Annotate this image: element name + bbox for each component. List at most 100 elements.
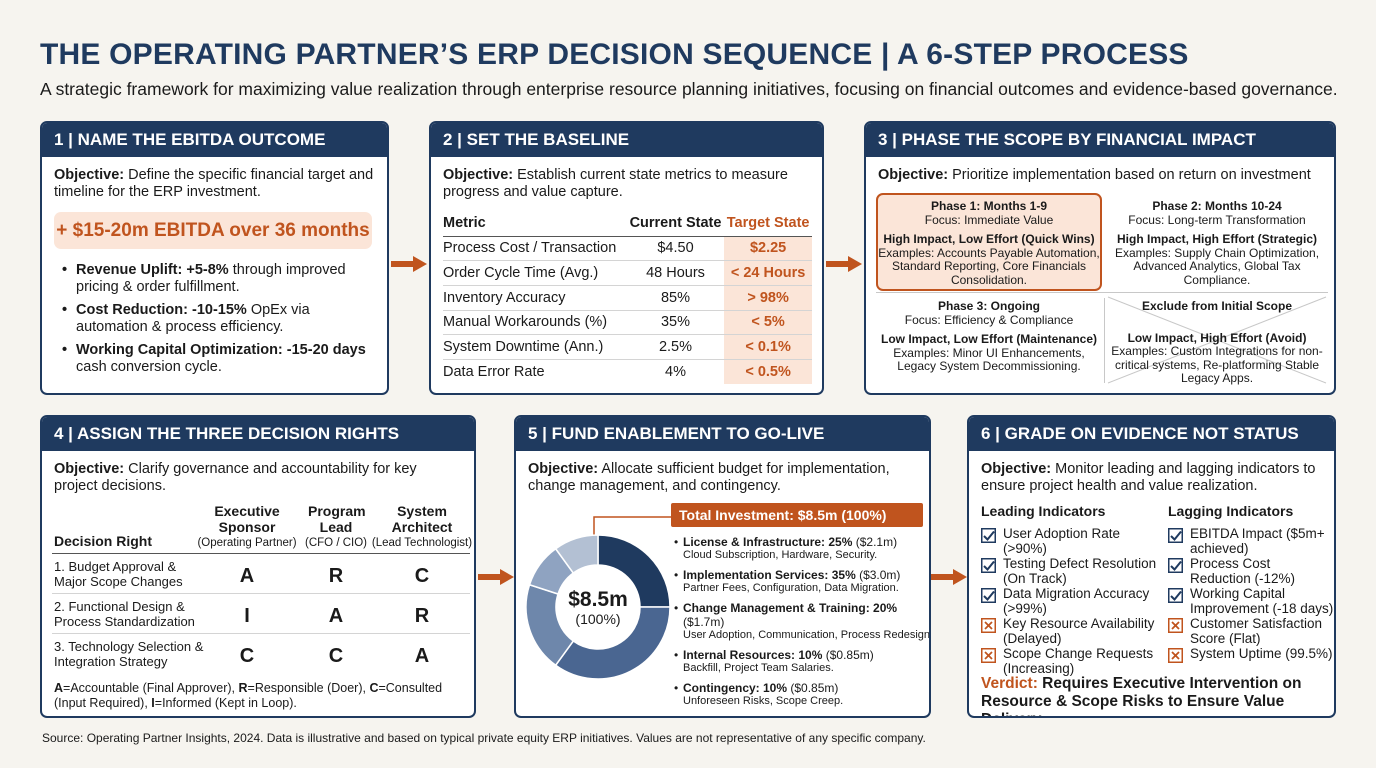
- step-5-panel: 5 | FUND ENABLEMENT TO GO-LIVE Objective…: [514, 415, 931, 718]
- leading-indicators-title: Leading Indicators: [981, 503, 1106, 519]
- step-1-panel: 1 | NAME THE EBITDA OUTCOME Objective: D…: [40, 121, 389, 395]
- table-cell: Inventory Accuracy: [443, 285, 627, 311]
- table-row: Inventory Accuracy 85% > 98%: [443, 285, 812, 311]
- raci-cell: A: [414, 645, 430, 667]
- table-cell: 85%: [626, 285, 725, 311]
- decision-row-label: 2. Functional Design & Process Standardi…: [54, 599, 195, 629]
- ebitda-driver-item: Cost Reduction: -10-15% OpEx via automat…: [58, 302, 377, 336]
- table-cell: < 5%: [724, 310, 812, 336]
- checkbox-crossed-icon: [1168, 618, 1183, 633]
- step-1-header: 1 | NAME THE EBITDA OUTCOME: [42, 123, 387, 157]
- phase-examples: Examples: Accounts Payable Automation, S…: [878, 245, 1100, 287]
- table-header-row: Metric Current State Target State: [443, 211, 812, 237]
- step-6-objective: Objective: Monitor leading and lagging i…: [981, 461, 1316, 494]
- phase-category: High Impact, Low Effort (Quick Wins): [883, 232, 1095, 246]
- funding-item: Contingency: 10% ($0.85m)Unforeseen Risk…: [674, 681, 929, 708]
- phase-focus: Focus: Long-term Transformation: [1128, 212, 1306, 227]
- exclude-cross-icon: [1107, 296, 1327, 384]
- indicator-item: Testing Defect Resolution (On Track): [981, 556, 1159, 587]
- quadrant-divider: [876, 292, 1328, 293]
- checkbox-crossed-icon: [981, 618, 996, 633]
- indicator-label: Testing Defect Resolution (On Track): [1003, 556, 1157, 586]
- flow-arrow-icon: [391, 256, 427, 272]
- indicator-label: Working Capital Improvement (-18 days): [1190, 586, 1334, 616]
- indicator-item: Customer Satisfaction Score (Flat): [1168, 616, 1334, 647]
- phase-title: Phase 1: Months 1-9: [930, 199, 1048, 213]
- phase-focus: Focus: Efficiency & Compliance: [904, 312, 1074, 327]
- raci-cell: R: [328, 565, 344, 587]
- checkbox-checked-icon: [981, 588, 996, 603]
- role-subtitle: (CFO / CIO): [305, 537, 367, 549]
- column-header: Current State: [626, 211, 725, 237]
- raci-cell: A: [328, 605, 344, 627]
- indicator-item: Scope Change Requests (Increasing): [981, 646, 1159, 677]
- leading-indicators: Leading Indicators User Adoption Rate (>…: [981, 503, 1159, 677]
- step-1-objective: Objective: Define the specific financial…: [54, 167, 374, 200]
- table-row: Data Error Rate 4% < 0.5%: [443, 359, 812, 385]
- indicator-label: EBITDA Impact ($5m+ achieved): [1190, 526, 1325, 556]
- raci-cell: I: [244, 605, 250, 627]
- step-5-header: 5 | FUND ENABLEMENT TO GO-LIVE: [516, 417, 929, 451]
- raci-cell: A: [239, 565, 255, 587]
- phase-category: Low Impact, Low Effort (Maintenance): [880, 332, 1097, 346]
- phase-2-quadrant: Phase 2: Months 10-24 Focus: Long-term T…: [1106, 193, 1328, 291]
- step-2-header: 2 | SET THE BASELINE: [431, 123, 822, 157]
- role-program-lead: Program Lead (CFO / CIO): [304, 503, 368, 551]
- indicator-label: System Uptime (99.5%): [1190, 646, 1333, 661]
- indicator-item: Process Cost Reduction (-12%): [1168, 556, 1334, 587]
- phase-1-quadrant: Phase 1: Months 1-9 Focus: Immediate Val…: [876, 193, 1102, 291]
- indicator-item: Key Resource Availability (Delayed): [981, 616, 1159, 647]
- table-cell: < 0.5%: [724, 359, 812, 385]
- table-cell: Process Cost / Transaction: [443, 236, 627, 262]
- checkbox-checked-icon: [1168, 558, 1183, 573]
- role-executive-sponsor: Executive Sponsor (Operating Partner): [194, 503, 300, 551]
- step-4-panel: 4 | ASSIGN THE THREE DECISION RIGHTS Obj…: [40, 415, 476, 718]
- table-cell: Data Error Rate: [443, 364, 545, 381]
- checkbox-crossed-icon: [981, 648, 996, 663]
- checkbox-checked-icon: [1168, 528, 1183, 543]
- table-cell: Order Cycle Time (Avg.): [443, 260, 627, 286]
- ebitda-driver-item: Revenue Uplift: +5-8% through improved p…: [58, 262, 377, 296]
- donut-total-value: $8.5m: [568, 588, 628, 611]
- raci-legend: A=Accountable (Final Approver), R=Respon…: [54, 681, 443, 710]
- decision-right-header: Decision Right: [54, 533, 153, 549]
- indicator-label: Key Resource Availability (Delayed): [1003, 616, 1155, 646]
- phase-title: Exclude from Initial Scope: [1141, 299, 1293, 313]
- table-cell: 48 Hours: [626, 260, 725, 286]
- donut-slice-contingency: [554, 534, 599, 575]
- step-3-header: 3 | PHASE THE SCOPE BY FINANCIAL IMPACT: [866, 123, 1334, 157]
- step-3-objective: Objective: Prioritize implementation bas…: [878, 167, 1311, 183]
- role-subtitle: (Operating Partner): [197, 537, 297, 549]
- page-title: THE OPERATING PARTNER’S ERP DECISION SEQ…: [40, 38, 1189, 71]
- indicator-label: Customer Satisfaction Score (Flat): [1190, 616, 1323, 646]
- step-6-header: 6 | GRADE ON EVIDENCE NOT STATUS: [969, 417, 1334, 451]
- phase-3-quadrant: Phase 3: Ongoing Focus: Efficiency & Com…: [876, 295, 1102, 385]
- indicator-item: EBITDA Impact ($5m+ achieved): [1168, 526, 1334, 557]
- indicator-label: User Adoption Rate (>90%): [1003, 526, 1121, 556]
- role-title: Program Lead: [308, 503, 366, 535]
- column-header: Target State: [724, 211, 812, 237]
- table-divider: [52, 633, 470, 634]
- source-note: Source: Operating Partner Insights, 2024…: [42, 731, 926, 745]
- role-subtitle: (Lead Technologist): [371, 537, 473, 549]
- phase-title: Phase 2: Months 10-24: [1152, 199, 1282, 213]
- checkbox-crossed-icon: [1168, 648, 1183, 663]
- table-cell: 4%: [665, 364, 686, 381]
- table-cell: < 0.1%: [724, 334, 812, 360]
- lagging-indicators-title: Lagging Indicators: [1168, 503, 1294, 519]
- table-divider: [52, 553, 470, 554]
- role-system-architect: System Architect (Lead Technologist): [370, 503, 474, 551]
- step-4-header: 4 | ASSIGN THE THREE DECISION RIGHTS: [42, 417, 474, 451]
- indicator-label: Process Cost Reduction (-12%): [1190, 556, 1296, 586]
- quadrant-divider: [1104, 298, 1105, 383]
- flow-arrow-icon: [931, 569, 967, 585]
- donut-total-percent: (100%): [575, 611, 621, 627]
- raci-cell: R: [414, 605, 430, 627]
- phase-focus: Focus: Immediate Value: [924, 212, 1054, 227]
- funding-item: Internal Resources: 10% ($0.85m)Backfill…: [674, 648, 929, 675]
- lagging-indicators: Lagging Indicators EBITDA Impact ($5m+ a…: [1168, 503, 1334, 677]
- ebitda-target-highlight: + $15-20m EBITDA over 36 months: [54, 212, 372, 249]
- column-header: Metric: [443, 211, 627, 237]
- phase-examples: Examples: Supply Chain Optimization, Adv…: [1114, 245, 1320, 287]
- step-6-panel: 6 | GRADE ON EVIDENCE NOT STATUS Objecti…: [967, 415, 1336, 718]
